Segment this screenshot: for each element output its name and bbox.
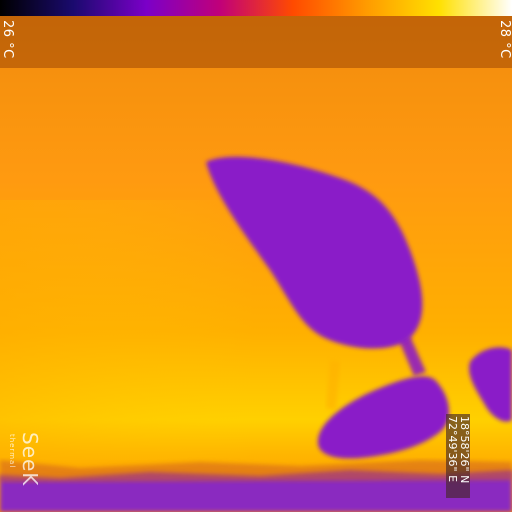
max-temperature-label: 28 °C (497, 20, 512, 59)
latitude-label: 18°58'26" N (458, 416, 471, 484)
seek-thermal-logo: SeeK thermal (4, 432, 42, 512)
brand-name: SeeK (18, 432, 42, 487)
top-overlay-band (0, 16, 512, 68)
min-temperature-label: 26 °C (0, 20, 15, 59)
plant-stem (398, 336, 426, 376)
lower-leaf (317, 376, 450, 459)
right-leaf (469, 347, 512, 422)
longitude-label: 72°49'36" E (446, 416, 459, 483)
large-leaf (206, 156, 423, 349)
brand-subtitle: thermal (8, 434, 16, 469)
coordinates-box (446, 414, 470, 498)
color-palette-bar (0, 0, 512, 16)
